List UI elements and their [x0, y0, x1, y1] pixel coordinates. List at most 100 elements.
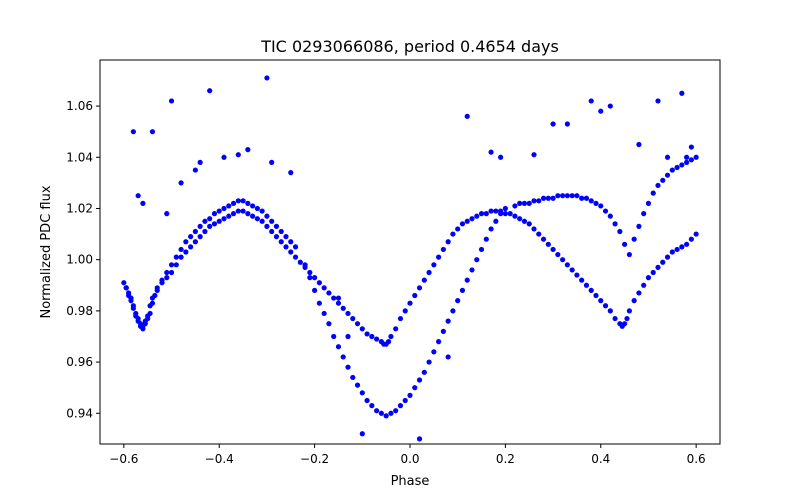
data-point: [152, 292, 158, 299]
data-point: [507, 211, 513, 217]
x-tick-label: 0.4: [591, 452, 610, 466]
data-point: [123, 285, 129, 291]
data-point: [178, 180, 184, 186]
data-point: [331, 295, 337, 301]
data-point: [164, 275, 170, 281]
data-point: [335, 300, 342, 306]
data-point: [197, 223, 203, 229]
data-point: [168, 98, 175, 104]
data-point: [250, 213, 256, 219]
data-point: [583, 195, 590, 201]
data-point: [288, 239, 294, 245]
data-point: [135, 318, 141, 324]
data-point: [660, 259, 666, 265]
y-axis-label: Normalized PDC flux: [39, 185, 54, 318]
data-point: [221, 205, 227, 212]
data-point: [388, 333, 394, 340]
data-point: [359, 390, 365, 396]
data-point: [440, 328, 446, 334]
data-point: [235, 208, 241, 214]
data-point: [278, 228, 284, 235]
data-point: [431, 349, 437, 355]
y-tick-label: 0.94: [66, 406, 93, 420]
data-point: [645, 200, 652, 206]
data-point: [283, 244, 289, 250]
y-axis-ticks: 0.94 0.96 0.98 1.00 1.02 1.04 1.06: [66, 99, 100, 420]
data-point: [464, 218, 470, 224]
data-point: [335, 344, 342, 350]
data-point: [211, 221, 218, 227]
data-point: [679, 90, 685, 96]
data-point: [550, 121, 556, 127]
data-point: [312, 275, 318, 281]
data-point: [421, 369, 427, 375]
data-point: [598, 203, 604, 209]
data-point: [569, 267, 575, 273]
data-point: [364, 331, 370, 337]
data-point: [164, 211, 170, 217]
data-point: [660, 177, 666, 183]
data-point: [397, 315, 404, 322]
data-point: [316, 300, 322, 306]
data-point: [655, 182, 661, 189]
data-point: [455, 226, 461, 232]
x-tick-label: −0.2: [300, 452, 329, 466]
data-point: [350, 374, 356, 381]
data-point: [307, 269, 313, 276]
data-point: [149, 129, 156, 135]
data-point: [407, 392, 413, 398]
data-point: [278, 239, 284, 245]
data-point: [588, 98, 594, 104]
data-point: [226, 213, 232, 219]
data-point: [526, 200, 532, 206]
data-point: [622, 241, 628, 247]
data-point: [230, 211, 237, 217]
y-tick-label: 1.04: [66, 150, 93, 164]
data-point: [531, 152, 537, 158]
data-point: [331, 333, 337, 340]
data-point: [693, 154, 699, 160]
data-point: [259, 208, 265, 214]
data-point: [598, 108, 604, 114]
data-point: [574, 272, 580, 278]
data-point: [359, 431, 365, 437]
y-tick-label: 1.00: [66, 253, 93, 267]
data-point: [560, 257, 566, 263]
data-point: [540, 195, 547, 201]
data-point: [345, 310, 351, 317]
data-point: [307, 275, 313, 281]
data-point: [364, 397, 370, 404]
data-point: [655, 98, 661, 104]
y-tick-label: 1.06: [66, 99, 93, 113]
data-point: [498, 211, 504, 217]
data-point: [664, 172, 671, 178]
data-point: [688, 144, 694, 150]
data-point: [598, 298, 604, 304]
data-point: [488, 226, 494, 232]
data-point: [192, 167, 198, 173]
data-point: [488, 208, 494, 214]
data-point: [478, 246, 485, 253]
data-point: [545, 241, 551, 247]
data-point: [321, 310, 327, 317]
x-tick-label: 0.6: [687, 452, 706, 466]
data-point: [602, 208, 609, 214]
data-point: [512, 203, 518, 209]
data-point: [133, 313, 139, 319]
data-point: [426, 359, 432, 365]
data-point: [168, 269, 175, 276]
data-point: [292, 254, 299, 260]
data-point: [579, 195, 585, 201]
data-point: [316, 280, 322, 286]
data-point: [607, 103, 613, 109]
data-point: [283, 234, 289, 240]
data-point: [269, 228, 275, 235]
data-point: [416, 436, 423, 442]
data-point: [197, 159, 203, 165]
data-point: [147, 310, 153, 317]
data-point: [483, 211, 489, 217]
data-point: [536, 231, 542, 237]
data-point: [464, 277, 470, 283]
data-point: [326, 321, 332, 327]
